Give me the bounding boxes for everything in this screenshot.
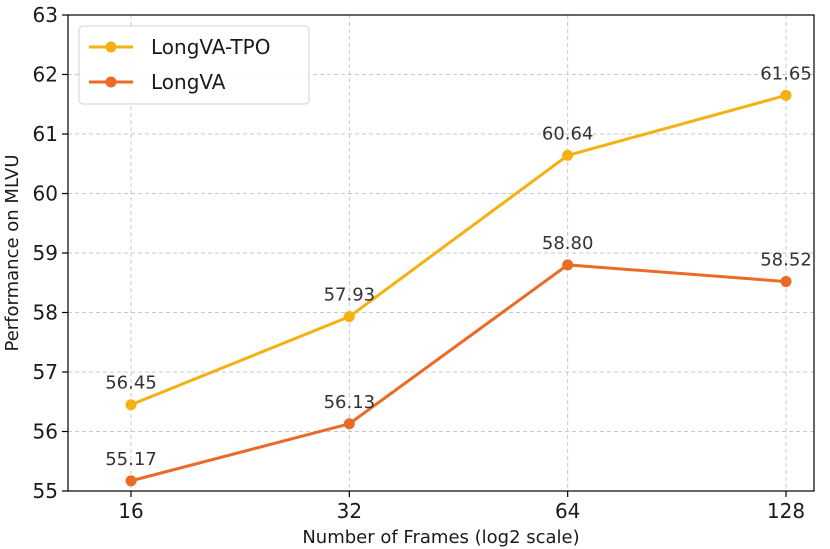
data-point xyxy=(780,89,792,101)
series-line xyxy=(130,93,787,407)
series-longva: 55.17 56.13 58.80 58.52 xyxy=(105,233,812,487)
data-label: 56.45 xyxy=(105,373,157,394)
series-line xyxy=(130,263,787,483)
data-point xyxy=(562,259,574,271)
data-label: 56.13 xyxy=(324,392,376,413)
x-tick-label: 32 xyxy=(337,499,362,523)
x-tick-label: 16 xyxy=(118,499,143,523)
series-longva-tpo: 56.45 57.93 60.64 61.65 xyxy=(105,63,812,411)
y-tick-label: 63 xyxy=(33,3,58,27)
legend-box xyxy=(78,25,310,105)
data-point xyxy=(125,399,137,411)
y-axis-title: Performance on MLVU xyxy=(2,155,23,352)
y-tick-label: 55 xyxy=(33,479,58,503)
legend-marker xyxy=(105,76,117,88)
data-label: 57.93 xyxy=(324,285,376,306)
data-label: 55.17 xyxy=(105,449,157,470)
data-point xyxy=(562,149,574,161)
legend-marker xyxy=(105,41,117,53)
series-layer: 56.45 57.93 60.64 61.65 55.17 56.13 58.80 58.52 xyxy=(105,63,812,487)
data-label: 61.65 xyxy=(760,63,812,84)
data-point xyxy=(780,276,792,288)
data-label: 58.52 xyxy=(760,250,812,271)
legend-label: LongVA-TPO xyxy=(151,35,270,59)
y-tick-label: 62 xyxy=(33,63,58,87)
y-tick-label: 57 xyxy=(33,360,58,384)
legend-item: LongVA-TPO xyxy=(89,35,270,59)
tick-labels: 55 56 57 58 59 60 61 62 63 16 32 64 128 xyxy=(33,3,806,523)
y-tick-label: 61 xyxy=(33,122,58,146)
data-point xyxy=(343,311,355,323)
x-tick-label: 128 xyxy=(767,499,805,523)
y-tick-label: 56 xyxy=(33,420,58,444)
x-axis-title: Number of Frames (log2 scale) xyxy=(302,527,579,548)
y-tick-label: 59 xyxy=(33,241,58,265)
y-tick-label: 60 xyxy=(33,182,58,206)
data-point xyxy=(343,418,355,430)
y-tick-label: 58 xyxy=(33,301,58,325)
data-point xyxy=(125,475,137,487)
legend: LongVA-TPO LongVA xyxy=(78,25,310,105)
legend-item: LongVA xyxy=(89,70,226,94)
data-label: 60.64 xyxy=(542,123,594,144)
legend-label: LongVA xyxy=(151,70,226,94)
data-label: 58.80 xyxy=(542,233,594,254)
x-tick-label: 64 xyxy=(555,499,580,523)
